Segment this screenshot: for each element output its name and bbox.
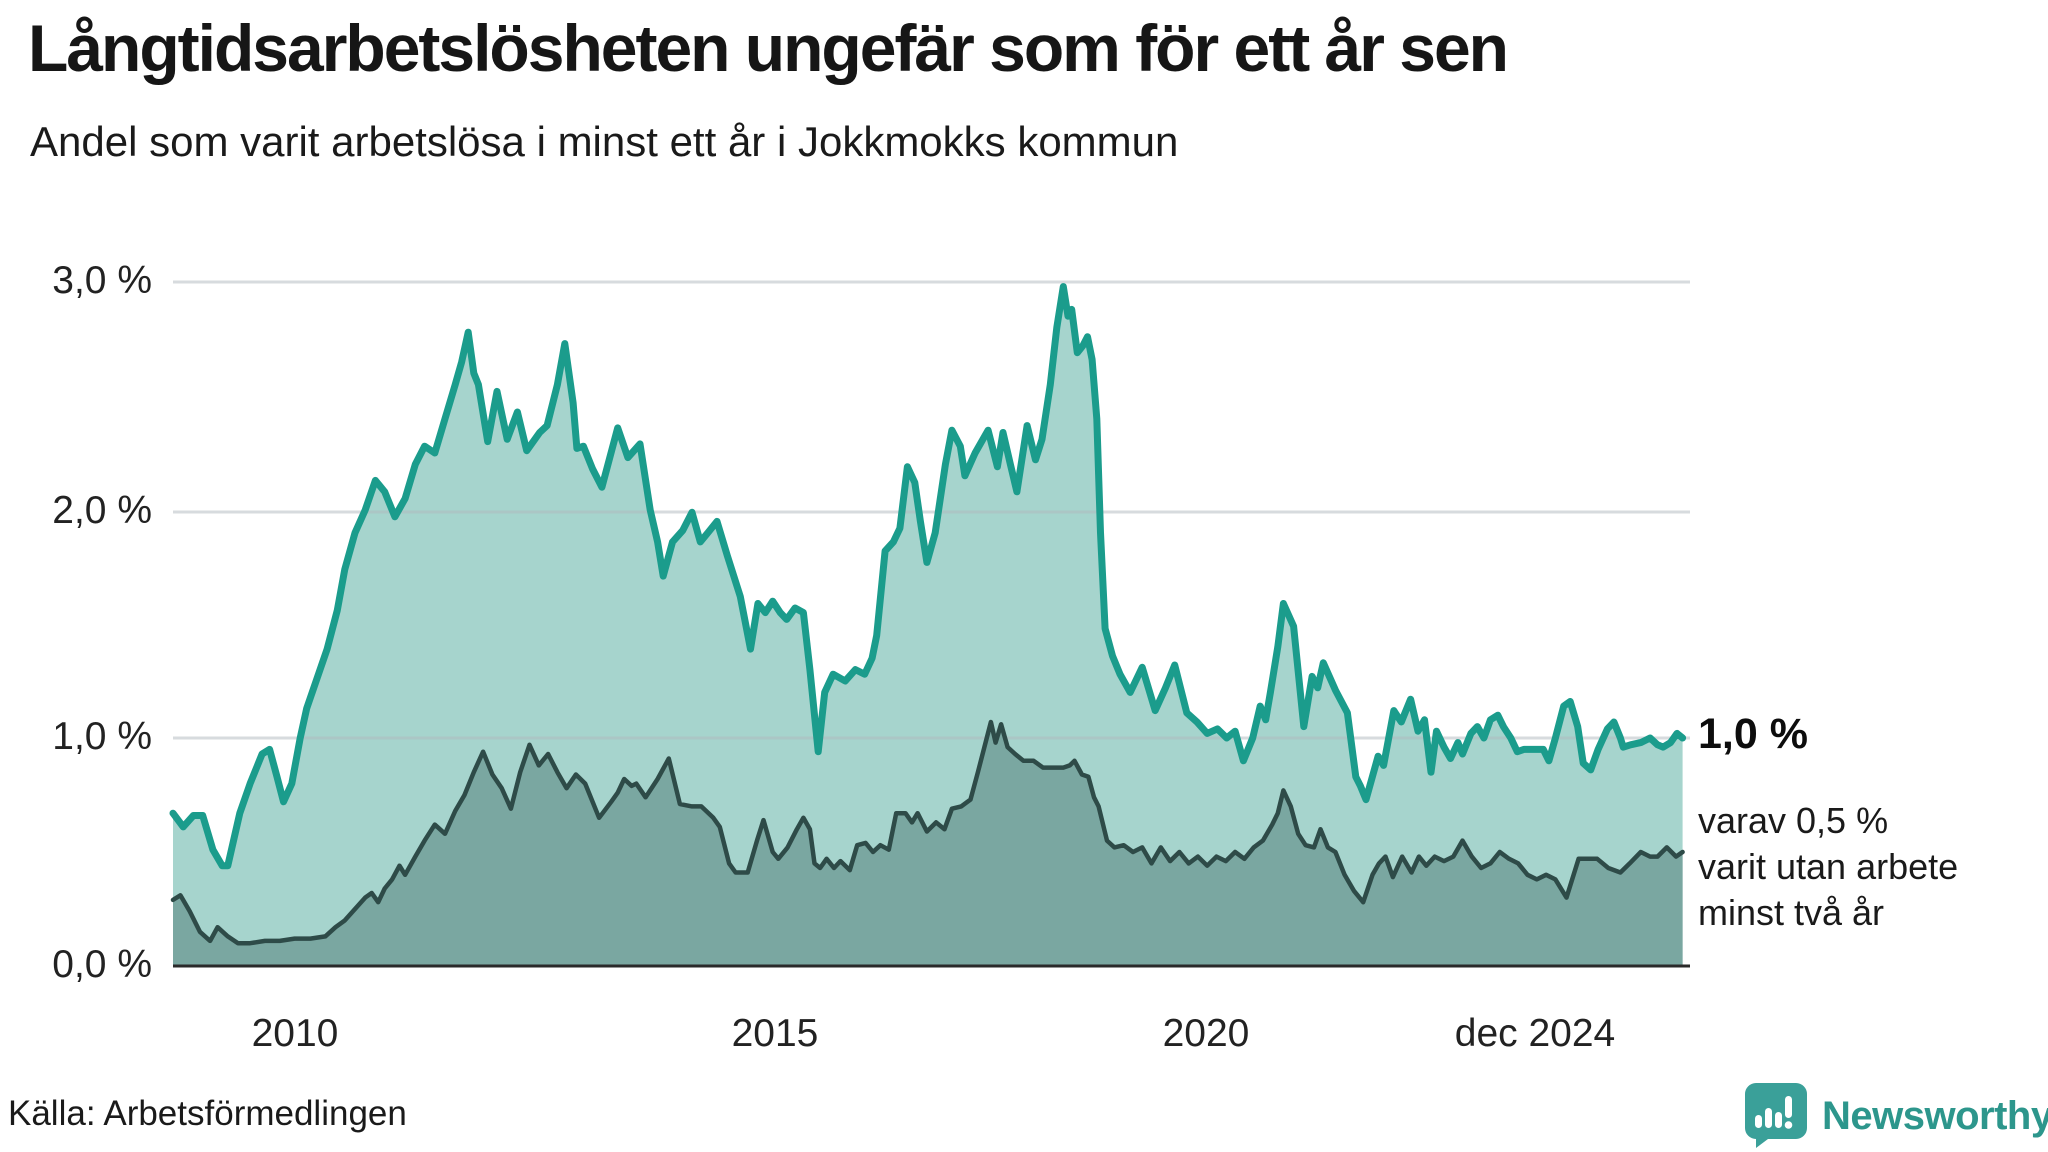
two-year-annotation: varav 0,5 % varit utan arbete minst två … [1698, 798, 1958, 936]
series-end-value-label: 1,0 % [1698, 710, 1808, 758]
annotation-line-2: varit utan arbete [1698, 846, 1959, 887]
annotation-line-1: varav 0,5 % [1698, 800, 1889, 841]
series-fill-two_year [173, 722, 1683, 966]
y-tick-2: 2,0 % [52, 489, 152, 532]
y-tick-1: 1,0 % [52, 715, 152, 758]
x-tick-2015: 2015 [731, 1012, 819, 1055]
newsworthy-logo: Newsworthy [1744, 1082, 2048, 1148]
y-tick-3: 3,0 % [52, 259, 152, 302]
x-tick-2020: 2020 [1162, 1012, 1250, 1055]
page-subtitle: Andel som varit arbetslösa i minst ett å… [30, 118, 1179, 165]
x-tick-dec2024: dec 2024 [1454, 1012, 1616, 1055]
series-line-two_year [170, 719, 1685, 946]
x-tick-2010: 2010 [251, 1012, 339, 1055]
page-title: Långtidsarbetslösheten ungefär som för e… [28, 11, 1509, 85]
annotation-line-3: minst två år [1698, 892, 1885, 933]
source-credit: Källa: Arbetsförmedlingen [8, 1094, 407, 1133]
brand-wordmark: Newsworthy [1822, 1093, 2048, 1138]
y-tick-0: 0,0 % [52, 943, 152, 986]
series-line-total [169, 283, 1687, 870]
newsworthy-bubble-icon [1745, 1083, 1807, 1148]
